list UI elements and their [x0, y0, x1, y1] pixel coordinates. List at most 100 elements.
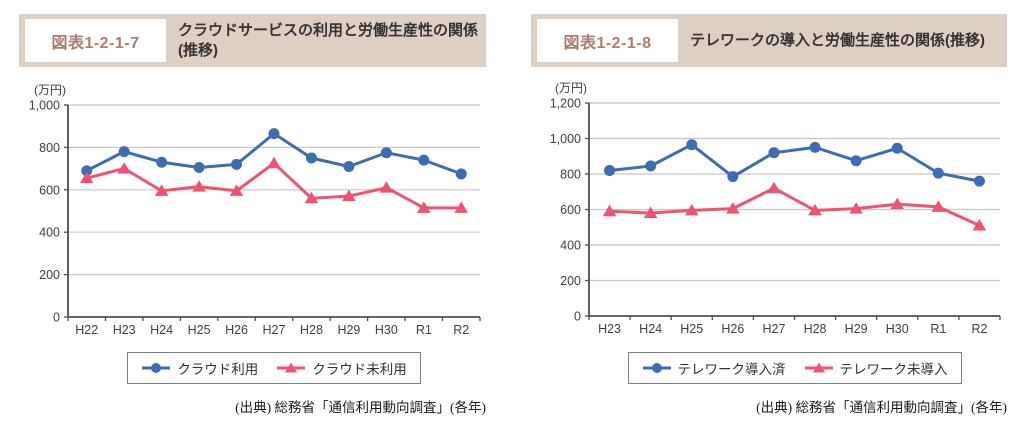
svg-text:H23: H23 [113, 323, 136, 337]
svg-text:H26: H26 [225, 323, 248, 337]
svg-text:0: 0 [53, 311, 60, 325]
legend-label: クラウド利用 [177, 362, 259, 377]
svg-text:R1: R1 [930, 322, 946, 336]
legend-label: クラウド未利用 [312, 362, 407, 377]
data-point [455, 168, 467, 180]
axes [64, 104, 481, 321]
svg-text:H30: H30 [886, 322, 909, 336]
svg-text:1,000: 1,000 [550, 132, 581, 146]
data-point [117, 162, 131, 174]
svg-text:H28: H28 [804, 322, 827, 336]
data-point [645, 160, 657, 172]
circle-marker-icon [642, 363, 671, 373]
svg-text:H26: H26 [721, 322, 744, 336]
chart-legend: クラウド利用 クラウド未利用 [127, 352, 421, 384]
data-point [418, 154, 430, 166]
svg-text:H28: H28 [300, 323, 323, 337]
data-point [973, 175, 985, 187]
series-0 [81, 128, 467, 180]
data-point [849, 202, 863, 214]
figure-panel-telework: 図表1-2-1-8 テレワークの導入と労働生産性の関係(推移) 0 200 400 6… [531, 14, 1007, 417]
data-point [809, 141, 821, 153]
axis-labels: 0 200 400 600 800 1,000 1,200 H23 H24 H25 H26 H27 H2… [550, 81, 988, 336]
source-note: (出典) 総務省「通信利用動向調査」(各年) [756, 400, 1007, 415]
triangle-marker-icon [277, 362, 306, 373]
svg-text:200: 200 [560, 274, 581, 288]
data-point [808, 203, 822, 216]
axes [585, 102, 1001, 320]
axis-labels: 0 200 400 600 800 1,000 H22 H23 H24 H25 H26 H27 H28 H… [29, 83, 470, 337]
figure-panel-cloud: 図表1-2-1-7 クラウドサービスの利用と労働生産性の関係(推移) 0 200 4… [19, 14, 486, 417]
series-1 [79, 156, 469, 213]
data-point [686, 139, 698, 151]
svg-text:H22: H22 [75, 323, 98, 337]
data-point [304, 191, 319, 204]
data-point [890, 197, 905, 210]
svg-text:R2: R2 [453, 323, 469, 337]
legend-item: テレワーク導入済 [642, 358, 786, 378]
figure-number-badge: 図表1-2-1-8 [537, 19, 678, 62]
chart-legend: テレワーク導入済 テレワーク未導入 [627, 352, 962, 384]
gridlines [589, 102, 1000, 282]
data-point [604, 164, 616, 176]
svg-text:(万円): (万円) [555, 81, 587, 95]
data-point [342, 189, 356, 202]
data-point [156, 156, 168, 168]
svg-text:(万円): (万円) [34, 83, 66, 97]
svg-text:H29: H29 [845, 322, 868, 336]
data-point [81, 165, 93, 177]
data-point [305, 152, 317, 164]
legend-label: テレワーク未導入 [839, 362, 948, 377]
svg-text:H25: H25 [680, 322, 703, 336]
svg-text:H30: H30 [375, 323, 398, 337]
data-point [118, 146, 130, 158]
data-point [417, 201, 431, 213]
data-point [643, 206, 658, 219]
svg-text:H23: H23 [598, 322, 621, 336]
data-point [727, 171, 739, 183]
legend-row: クラウド利用 クラウド未利用 [68, 352, 480, 384]
svg-text:800: 800 [560, 168, 581, 182]
svg-text:H27: H27 [263, 323, 286, 337]
triangle-marker-icon [804, 362, 833, 373]
legend-row: テレワーク導入済 テレワーク未導入 [589, 352, 1000, 384]
svg-text:H27: H27 [762, 322, 785, 336]
data-point [268, 128, 280, 140]
data-point [343, 160, 355, 172]
data-point [267, 156, 281, 169]
svg-text:R1: R1 [416, 323, 432, 337]
data-point [192, 180, 206, 192]
legend-item: クラウド利用 [141, 358, 258, 378]
data-point [726, 202, 740, 214]
svg-text:1,200: 1,200 [550, 97, 581, 111]
svg-text:0: 0 [574, 310, 581, 324]
svg-text:600: 600 [560, 203, 581, 217]
series-0 [604, 139, 985, 187]
figure-header: 図表1-2-1-8 テレワークの導入と労働生産性の関係(推移) [531, 14, 1007, 67]
figure-title: テレワークの導入と労働生産性の関係(推移) [690, 31, 985, 49]
line-chart-telework: 0 200 400 600 800 1,000 1,200 H23 H24 H25 H26 H27 H2… [550, 81, 1001, 336]
svg-text:600: 600 [39, 183, 60, 197]
line-chart-cloud: 0 200 400 600 800 1,000 H22 H23 H24 H25 H26 H27 H28 H… [29, 83, 481, 337]
svg-text:H25: H25 [188, 323, 211, 337]
svg-text:400: 400 [560, 239, 581, 253]
data-point [380, 147, 392, 159]
data-point [602, 204, 617, 217]
figure-header: 図表1-2-1-7 クラウドサービスの利用と労働生産性の関係(推移) [19, 14, 486, 67]
data-point [454, 201, 469, 213]
legend-item: テレワーク未導入 [804, 358, 948, 378]
data-point [379, 181, 394, 193]
data-point [931, 200, 946, 212]
data-point [932, 167, 944, 179]
data-point [193, 162, 205, 174]
figure-title: クラウドサービスの利用と労働生産性の関係(推移) [178, 22, 479, 59]
svg-text:R2: R2 [971, 322, 987, 336]
svg-text:400: 400 [39, 226, 60, 240]
data-point [229, 184, 244, 196]
svg-text:H24: H24 [150, 323, 173, 337]
circle-marker-icon [142, 363, 171, 373]
data-point [891, 142, 903, 154]
legend-item: クラウド未利用 [276, 358, 407, 378]
data-point [850, 155, 862, 167]
